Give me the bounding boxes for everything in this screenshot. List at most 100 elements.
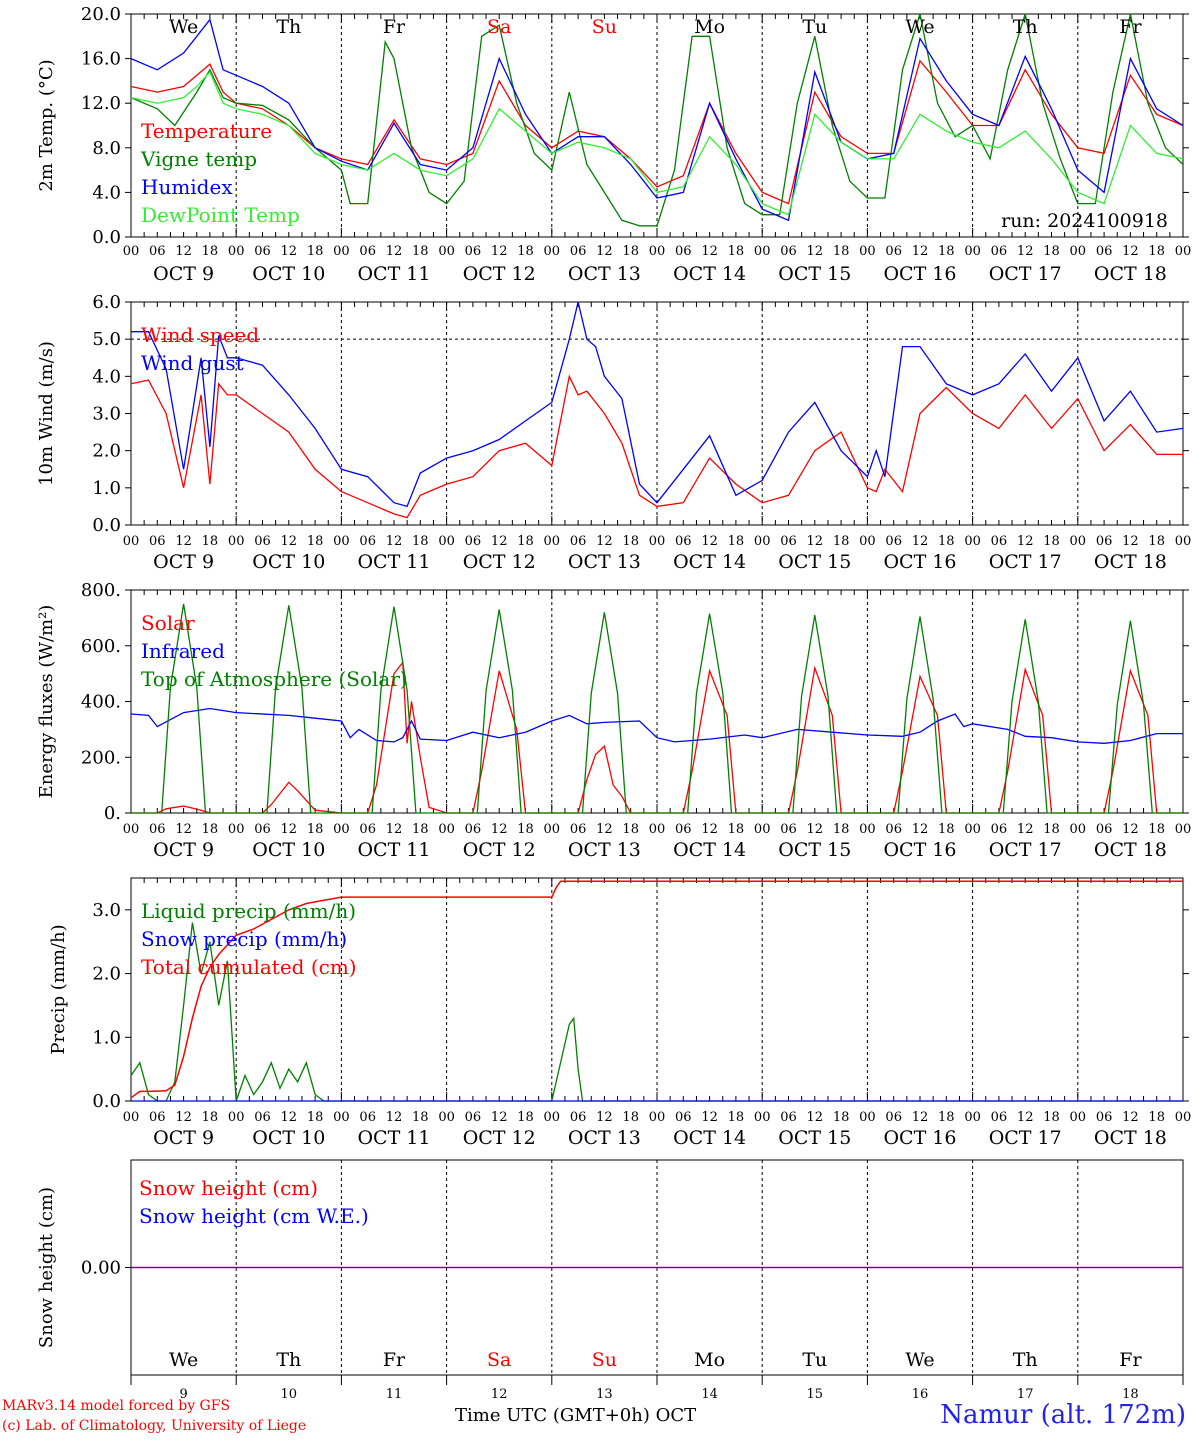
hour-tick-label: 06: [254, 822, 271, 837]
hour-tick-label: 00: [649, 534, 666, 549]
hour-tick-label: 06: [885, 244, 902, 259]
weekday-label: Fr: [1119, 16, 1142, 38]
hour-tick-label: 00: [333, 822, 350, 837]
legend-entry: Liquid precip (mm/h): [141, 899, 356, 923]
hour-tick-label: 18: [1148, 244, 1165, 259]
model-credit: MARv3.14 model forced by GFS: [2, 1398, 231, 1414]
legend-entry: Wind gust: [141, 351, 244, 375]
hour-tick-label: 06: [149, 244, 166, 259]
series-line: [130, 70, 1184, 216]
hour-tick-label: 12: [175, 244, 192, 259]
date-label: OCT 11: [357, 551, 430, 573]
hour-tick-label: 00: [1070, 534, 1087, 549]
hour-tick-label: 12: [281, 534, 298, 549]
hour-tick-label: 06: [465, 1110, 482, 1125]
hour-tick-label: 00: [333, 244, 350, 259]
hour-tick-label: 18: [517, 1110, 534, 1125]
y-tick-label: 0.0: [92, 515, 121, 536]
date-label: OCT 14: [673, 263, 746, 285]
hour-tick-label: 00: [754, 1110, 771, 1125]
y-tick-label: 4.0: [92, 366, 121, 387]
weekday-label: Th: [276, 1349, 301, 1371]
hour-tick-label: 00: [649, 1110, 666, 1125]
hour-tick-label: 12: [491, 244, 508, 259]
date-label: OCT 18: [1094, 1127, 1167, 1149]
hour-tick-label: 18: [412, 534, 429, 549]
hour-tick-label: 00: [438, 822, 455, 837]
hour-tick-label: 06: [885, 1110, 902, 1125]
hour-tick-label: 00: [228, 1110, 245, 1125]
hour-tick-label: 00: [438, 1110, 455, 1125]
series-line: [131, 660, 1183, 814]
hour-tick-label: 18: [622, 534, 639, 549]
time-axis-label: Time UTC (GMT+0h) OCT: [455, 1405, 697, 1426]
hour-tick-label: 12: [912, 1110, 929, 1125]
hour-tick-label: 18: [517, 534, 534, 549]
run-label: run: 2024100918: [1001, 210, 1168, 232]
y-tick-label: 1.0: [92, 1027, 121, 1048]
legend-entry: Solar: [141, 611, 195, 635]
hour-tick-label: 12: [701, 244, 718, 259]
date-label: OCT 12: [463, 1127, 536, 1149]
hour-tick-label: 12: [807, 822, 824, 837]
hour-tick-label: 12: [175, 1110, 192, 1125]
hour-tick-label: 06: [465, 244, 482, 259]
hour-tick-label: 06: [991, 534, 1008, 549]
y-tick-label: 5.0: [92, 329, 121, 350]
hour-tick-label: 12: [1017, 534, 1034, 549]
hour-tick-label: 18: [412, 244, 429, 259]
date-label: OCT 17: [989, 839, 1062, 861]
hour-tick-label: 12: [281, 822, 298, 837]
hour-tick-label: 00: [964, 1110, 981, 1125]
day-number-label: 17: [1017, 1387, 1034, 1402]
hour-tick-label: 00: [123, 1110, 140, 1125]
hour-tick-label: 18: [202, 822, 219, 837]
y-tick-label: 6.0: [92, 292, 121, 313]
date-label: OCT 14: [673, 839, 746, 861]
hour-tick-label: 00: [1070, 822, 1087, 837]
y-tick-label: 16.0: [81, 49, 121, 70]
hour-tick-label: 12: [281, 244, 298, 259]
hour-tick-label: 06: [1096, 1110, 1113, 1125]
hour-tick-label: 12: [386, 1110, 403, 1125]
series-line: [130, 374, 1183, 519]
hour-tick-label: 12: [491, 822, 508, 837]
weekday-label: Th: [1013, 16, 1038, 38]
date-label: OCT 15: [778, 551, 851, 573]
date-label: OCT 16: [883, 551, 956, 573]
y-tick-label: 3.0: [92, 404, 121, 425]
hour-tick-label: 12: [701, 822, 718, 837]
legend-entry: Total cumulated (cm): [141, 955, 357, 979]
date-label: OCT 13: [568, 551, 641, 573]
date-label: OCT 12: [463, 263, 536, 285]
weekday-label: Sa: [487, 16, 511, 38]
weekday-label: We: [905, 16, 934, 38]
date-label: OCT 17: [989, 1127, 1062, 1149]
hour-tick-label: 06: [149, 822, 166, 837]
date-label: OCT 15: [778, 263, 851, 285]
date-label: OCT 13: [568, 839, 641, 861]
y-tick-label: 2.0: [92, 964, 121, 985]
hour-tick-label: 06: [570, 534, 587, 549]
plot-frame: [130, 589, 1184, 814]
hour-tick-label: 06: [570, 1110, 587, 1125]
date-label: OCT 15: [778, 839, 851, 861]
weekday-label: Mo: [694, 1349, 725, 1371]
date-label: OCT 18: [1094, 839, 1167, 861]
hour-tick-label: 12: [1017, 1110, 1034, 1125]
date-label: OCT 12: [463, 551, 536, 573]
y-tick-label: 3.0: [92, 900, 121, 921]
hour-tick-label: 00: [859, 244, 876, 259]
hour-tick-label: 12: [596, 534, 613, 549]
hour-tick-label: 12: [1017, 822, 1034, 837]
series-line: [130, 18, 1184, 222]
hour-tick-label: 00: [1070, 244, 1087, 259]
hour-tick-label: 12: [1122, 1110, 1139, 1125]
hour-tick-label: 06: [675, 822, 692, 837]
hour-tick-label: 00: [544, 1110, 561, 1125]
hour-tick-label: 00: [964, 534, 981, 549]
date-label: OCT 16: [883, 263, 956, 285]
hour-tick-label: 06: [675, 244, 692, 259]
date-label: OCT 16: [883, 1127, 956, 1149]
hour-tick-label: 00: [228, 822, 245, 837]
